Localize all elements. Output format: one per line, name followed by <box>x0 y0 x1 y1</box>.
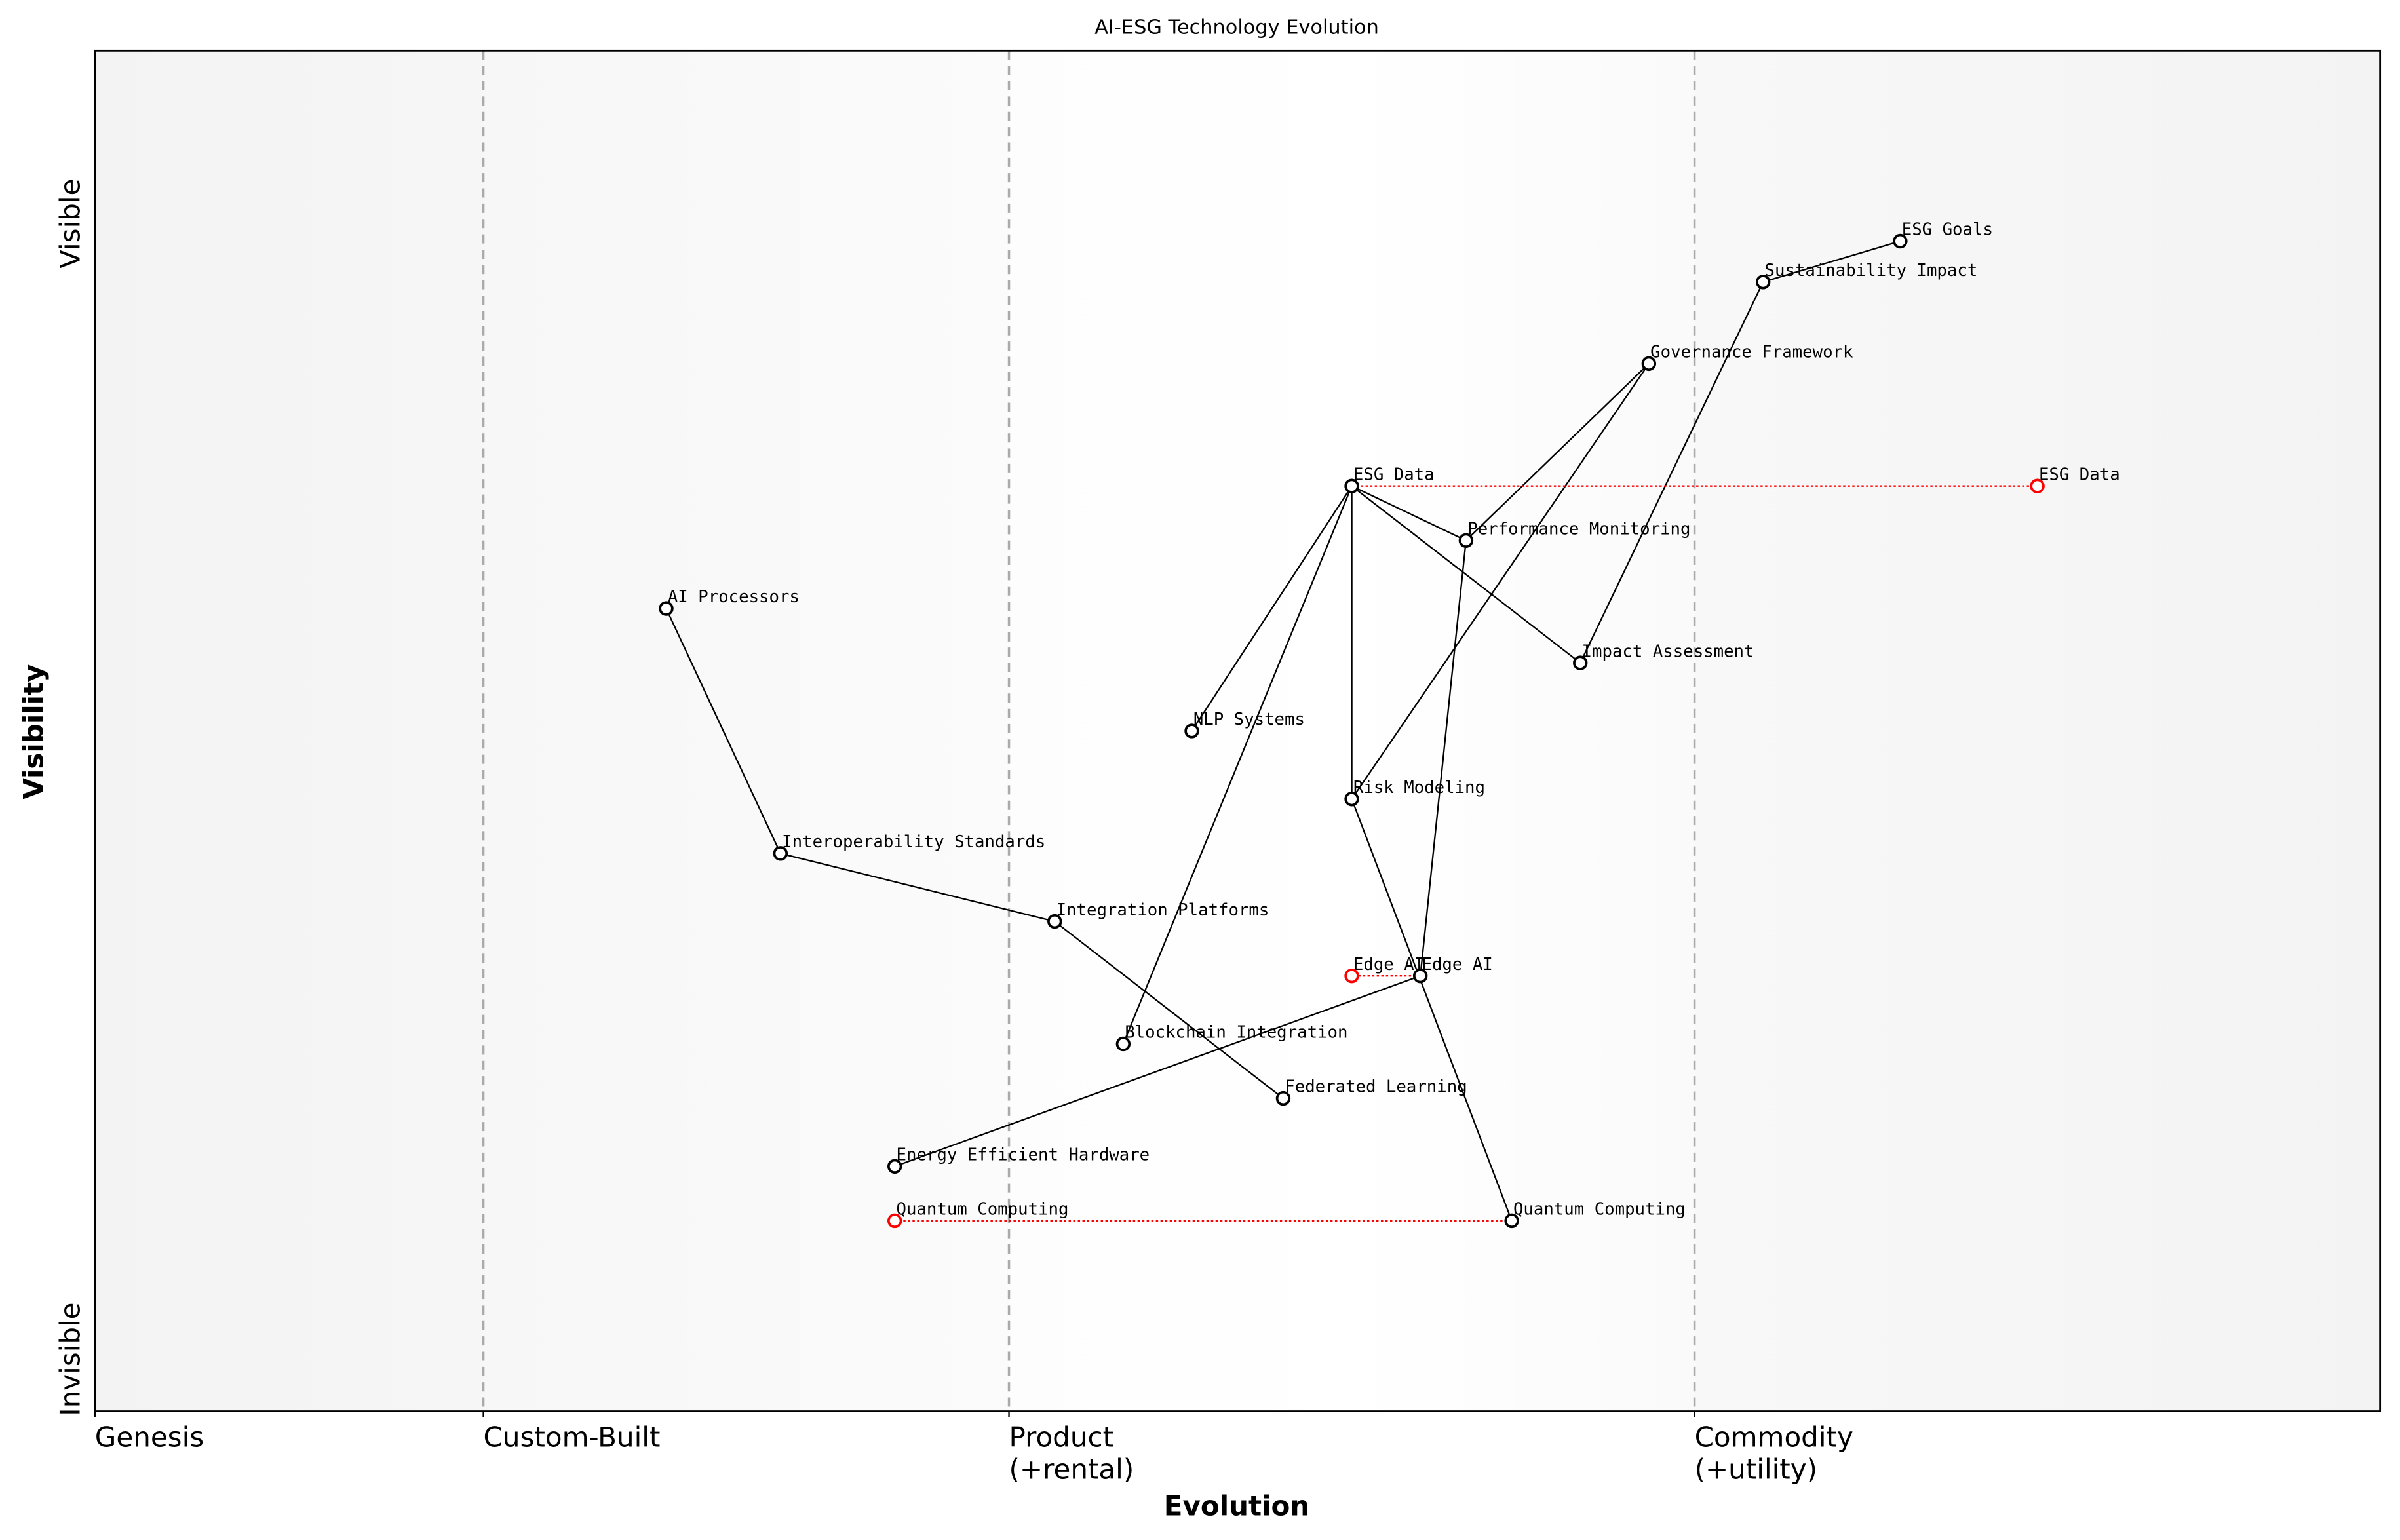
x-axis-label: Evolution <box>1164 1490 1310 1522</box>
plot-frame <box>94 49 2382 1412</box>
y-tick-visible: Visible <box>54 179 86 269</box>
component-marker[interactable] <box>1344 478 1359 493</box>
component-label: Impact Assessment <box>1582 642 1754 661</box>
component-label: ESG Data <box>1353 465 1435 484</box>
component-label: Integration Platforms <box>1056 900 1269 920</box>
link-line <box>894 975 1421 1167</box>
stage-bands <box>94 50 2380 1412</box>
link-line <box>1054 921 1284 1099</box>
component-label: Energy Efficient Hardware <box>897 1145 1150 1165</box>
x-tick-label: Product <box>1009 1421 1114 1453</box>
link-line <box>1465 363 1650 541</box>
evolved-component-marker[interactable] <box>1344 968 1359 984</box>
link-line <box>1351 485 1467 541</box>
link-line <box>665 608 781 854</box>
component-label: Blockchain Integration <box>1125 1023 1347 1043</box>
dependency-links <box>665 240 1901 1222</box>
evolved-component-label: Quantum Computing <box>897 1200 1069 1220</box>
x-tick-label-sub: (+utility) <box>1695 1453 1817 1485</box>
component-marker[interactable] <box>773 846 788 861</box>
evolved-component-marker[interactable] <box>2030 478 2045 493</box>
x-tick-labels: Genesis Custom-Built Product(+rental) Commo… <box>94 1411 1853 1485</box>
component-marker[interactable] <box>1641 356 1657 372</box>
component-marker[interactable] <box>887 1159 902 1174</box>
link-line <box>1351 798 1513 1222</box>
link-line <box>780 853 1055 923</box>
link-line <box>1579 281 1764 664</box>
component-marker[interactable] <box>1275 1090 1291 1106</box>
component-marker[interactable] <box>1573 655 1588 670</box>
x-tick-label-sub: (+rental) <box>1009 1453 1134 1485</box>
link-line <box>1420 540 1467 976</box>
evolution-arrows <box>895 485 2038 1222</box>
component-marker[interactable] <box>1755 275 1771 290</box>
component-label: Performance Monitoring <box>1467 519 1690 539</box>
component-label: NLP Systems <box>1193 710 1305 729</box>
stage-dividers <box>482 50 1696 1412</box>
component-marker[interactable] <box>1458 533 1474 548</box>
link-line <box>1762 240 1901 283</box>
evolved-component-marker[interactable] <box>887 1213 902 1229</box>
y-tick-invisible: Invisible <box>54 1302 86 1415</box>
components: ESG Data Edge AI Quantum Computing ESG Goal… <box>659 220 2120 1229</box>
x-tick-label: Genesis <box>95 1421 204 1453</box>
component-marker[interactable] <box>1344 792 1359 807</box>
link-line <box>1351 363 1650 799</box>
component-marker[interactable] <box>1412 968 1428 984</box>
component-label: Sustainability Impact <box>1765 261 1978 280</box>
link-line <box>1191 486 1353 732</box>
chart-title: AI-ESG Technology Evolution <box>1094 16 1379 39</box>
stage-band-commodity <box>1694 50 2380 1412</box>
component-label: Quantum Computing <box>1513 1200 1686 1220</box>
component-label: Edge AI <box>1422 955 1493 974</box>
component-label: Federated Learning <box>1285 1077 1467 1097</box>
x-tick-label: Commodity <box>1695 1421 1853 1453</box>
stage-band-genesis <box>94 50 484 1412</box>
component-marker[interactable] <box>1184 723 1199 739</box>
evolved-component-label: Edge AI <box>1353 955 1424 974</box>
component-label: ESG Goals <box>1902 220 1993 240</box>
component-label: AI Processors <box>668 587 800 607</box>
component-label: Risk Modeling <box>1353 778 1485 798</box>
link-line <box>1122 486 1353 1045</box>
evolved-component-label: ESG Data <box>2039 465 2120 484</box>
component-marker[interactable] <box>1893 233 1908 249</box>
y-axis-label: Visibility <box>17 664 49 799</box>
component-label: Interoperability Standards <box>782 832 1045 852</box>
component-marker[interactable] <box>1047 914 1062 929</box>
stage-band-custom-built <box>483 50 1009 1412</box>
component-marker[interactable] <box>659 601 674 616</box>
component-marker[interactable] <box>1504 1213 1519 1229</box>
component-marker[interactable] <box>1115 1036 1131 1052</box>
link-line <box>1351 485 1581 664</box>
component-label: Governance Framework <box>1650 343 1853 362</box>
x-tick-label: Custom-Built <box>484 1421 661 1453</box>
